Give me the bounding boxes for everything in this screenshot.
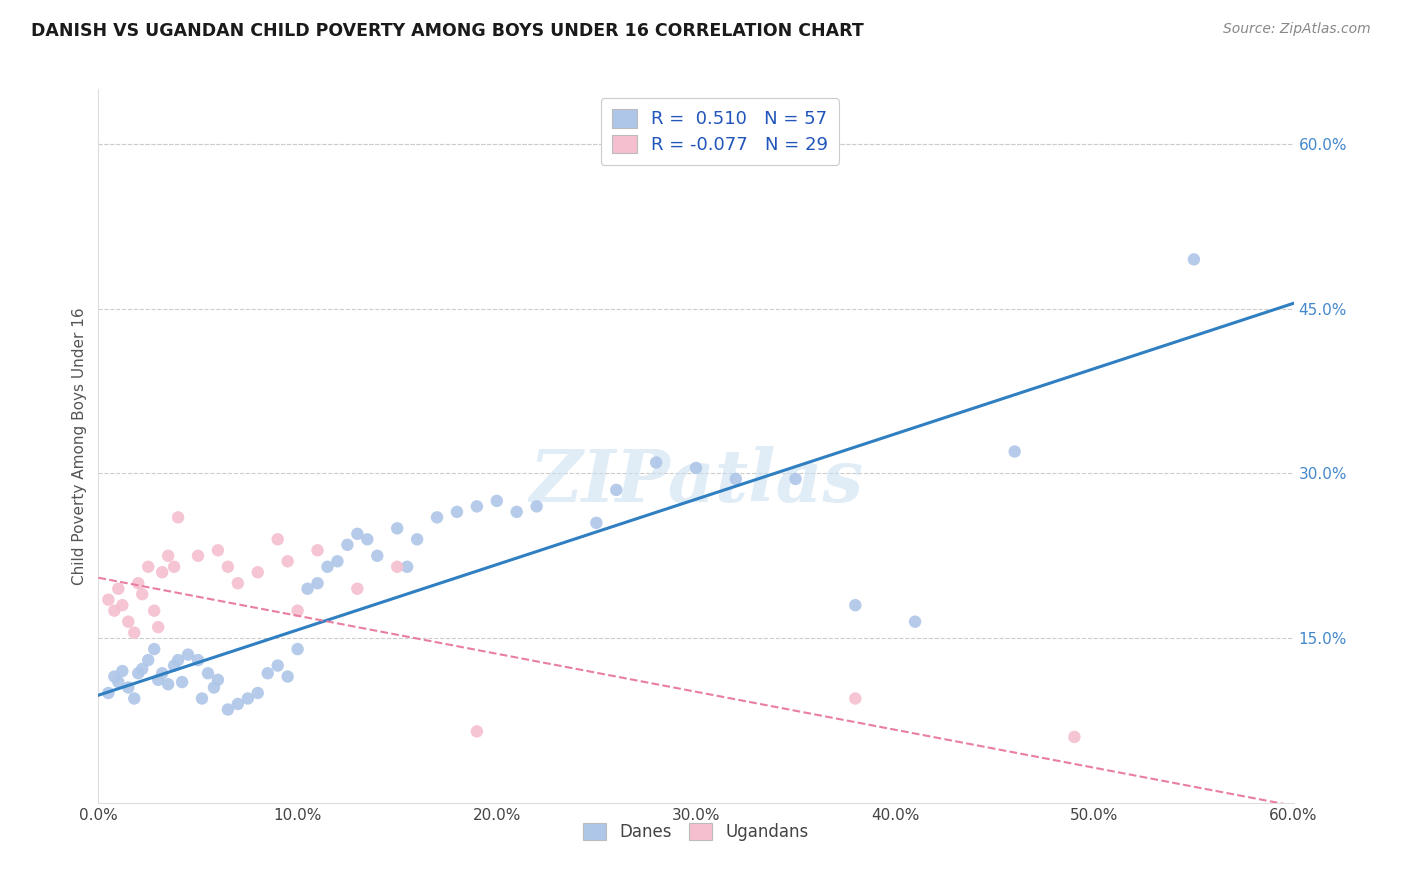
Point (111, 598, 134, 612)
Point (346, 526, 368, 541)
Legend: Danes, Ugandans: Danes, Ugandans (576, 816, 815, 848)
Text: ZIPatlas: ZIPatlas (529, 446, 863, 517)
Point (163, 658, 186, 673)
Point (191, 691, 214, 706)
Point (277, 669, 299, 683)
Point (197, 666, 219, 681)
Point (172, 675, 194, 690)
Point (585, 516, 607, 530)
Point (287, 642, 309, 657)
Point (127, 576, 149, 591)
Y-axis label: Child Poverty Among Boys Under 16: Child Poverty Among Boys Under 16 (72, 307, 87, 585)
Text: DANISH VS UGANDAN CHILD POVERTY AMONG BOYS UNDER 16 CORRELATION CHART: DANISH VS UGANDAN CHILD POVERTY AMONG BO… (31, 22, 863, 40)
Point (207, 673, 229, 687)
Point (107, 675, 129, 690)
Point (685, 461, 707, 475)
Point (157, 549, 180, 563)
Point (356, 533, 378, 547)
Point (385, 521, 409, 535)
Point (150, 566, 173, 580)
Point (226, 576, 249, 591)
Point (143, 642, 166, 657)
Point (724, 472, 747, 486)
Point (406, 533, 429, 547)
Point (207, 543, 229, 558)
Point (136, 559, 159, 574)
Point (1063, 730, 1085, 744)
Point (346, 582, 368, 596)
Point (336, 538, 359, 552)
Point (226, 697, 249, 711)
Point (396, 559, 419, 574)
Point (131, 587, 153, 601)
Point (217, 559, 239, 574)
Point (103, 604, 125, 618)
Point (217, 702, 239, 716)
Point (277, 554, 299, 568)
Point (236, 691, 259, 706)
Text: Source: ZipAtlas.com: Source: ZipAtlas.com (1223, 22, 1371, 37)
Point (136, 653, 159, 667)
Point (485, 494, 508, 508)
Point (131, 662, 153, 676)
Point (385, 559, 409, 574)
Point (326, 554, 349, 568)
Point (785, 472, 807, 486)
Point (605, 483, 627, 497)
Point (150, 666, 173, 681)
Point (1182, 252, 1205, 267)
Point (177, 648, 200, 662)
Point (157, 677, 180, 691)
Point (844, 598, 866, 612)
Point (103, 669, 125, 683)
Point (148, 620, 170, 634)
Point (143, 604, 166, 618)
Point (163, 559, 186, 574)
Point (246, 566, 269, 580)
Point (316, 559, 339, 574)
Point (307, 543, 329, 558)
Point (117, 681, 139, 695)
Point (111, 664, 134, 678)
Point (506, 505, 529, 519)
Point (256, 666, 278, 681)
Point (287, 604, 309, 618)
Point (187, 549, 209, 563)
Point (267, 533, 290, 547)
Point (307, 576, 329, 591)
Point (148, 673, 170, 687)
Point (117, 615, 139, 629)
Point (645, 455, 668, 469)
Point (465, 500, 488, 514)
Point (267, 658, 290, 673)
Point (526, 500, 548, 514)
Point (446, 505, 468, 519)
Point (127, 666, 149, 681)
Point (97, 592, 120, 607)
Point (297, 582, 319, 596)
Point (465, 724, 488, 739)
Point (904, 615, 927, 629)
Point (167, 510, 190, 524)
Point (107, 582, 129, 596)
Point (97, 686, 120, 700)
Point (1004, 444, 1026, 458)
Point (187, 653, 209, 667)
Point (167, 653, 190, 667)
Point (426, 510, 449, 524)
Point (366, 549, 388, 563)
Point (246, 686, 269, 700)
Point (124, 625, 146, 640)
Point (202, 681, 225, 695)
Point (124, 691, 146, 706)
Point (844, 691, 866, 706)
